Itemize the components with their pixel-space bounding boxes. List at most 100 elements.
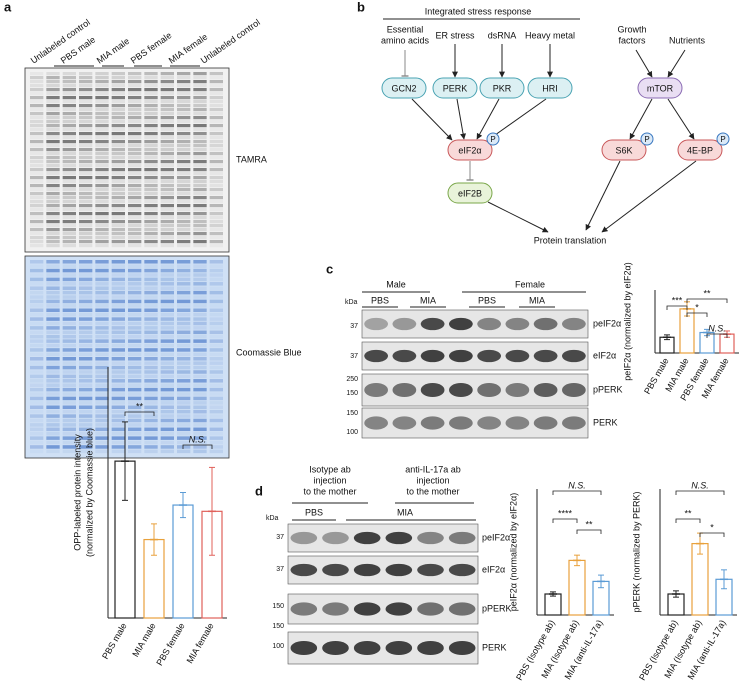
error-bar [121, 421, 129, 501]
gel-band [209, 286, 223, 290]
gel-band [62, 88, 76, 92]
gel-band [46, 260, 60, 264]
gel-band [177, 152, 191, 156]
gel-band [209, 76, 223, 80]
gel-band [46, 374, 60, 379]
gel-band [177, 431, 191, 436]
blot-band [417, 640, 444, 656]
gel-band [30, 160, 44, 164]
gel-band [128, 361, 142, 365]
blot-band [533, 317, 558, 331]
significance-label: ** [585, 519, 593, 529]
gel-band [95, 108, 109, 112]
gel-band [160, 392, 174, 396]
gel-band [62, 128, 76, 132]
condition-label: MIA [529, 295, 545, 305]
gel-band [95, 240, 109, 244]
gel-band [209, 184, 223, 188]
node [447, 139, 493, 161]
gel-band [177, 244, 191, 248]
gel-band [193, 124, 207, 128]
gel-band [177, 445, 191, 449]
gel-band [95, 334, 109, 339]
gel-band [128, 116, 142, 120]
gel-band [46, 427, 60, 432]
gel-band [209, 116, 223, 120]
gel-band [177, 188, 191, 192]
gel-band [79, 120, 93, 124]
gel-band [46, 383, 60, 387]
gel-band [30, 148, 44, 152]
gel-band [209, 290, 223, 295]
gel-band [46, 72, 60, 76]
gel-band [144, 76, 158, 80]
significance-label: * [695, 302, 699, 312]
blot-band [392, 416, 417, 430]
gel-band [160, 374, 174, 379]
gel-band [160, 240, 174, 244]
gel-band [128, 286, 142, 290]
gel-band [128, 100, 142, 104]
gel-band [144, 244, 158, 248]
gel-band [193, 304, 207, 308]
significance-label: N.S. [568, 480, 586, 490]
gel-band [95, 339, 109, 343]
blot-band [505, 416, 530, 430]
gel-band [111, 401, 125, 405]
gel-band [209, 268, 223, 273]
gel-band [111, 383, 125, 387]
gel-band [30, 184, 44, 188]
gel-band [128, 144, 142, 148]
gel-band [209, 392, 223, 396]
gel-band [95, 168, 109, 172]
gel-band [79, 224, 93, 228]
gel-band [79, 431, 93, 436]
gel-band [46, 200, 60, 204]
gel-band [62, 431, 76, 436]
gel-band [193, 312, 207, 317]
gel-band [160, 290, 174, 295]
gel-band [193, 445, 207, 449]
gel-band [79, 160, 93, 164]
gel-band [79, 244, 93, 248]
gel-band [62, 339, 76, 343]
gel-band [128, 383, 142, 387]
gel-band [177, 286, 191, 290]
blot-band [364, 416, 388, 430]
gel-band [79, 140, 93, 144]
gel-band [95, 374, 109, 379]
arrow [411, 98, 453, 141]
gel-band [177, 96, 191, 100]
gel-band [46, 357, 60, 361]
gel-band [79, 379, 93, 383]
gel-band [177, 116, 191, 120]
gel-band [30, 312, 44, 317]
gel-band [193, 104, 207, 108]
gel-band [62, 80, 76, 84]
gel-band [128, 84, 142, 88]
gel-band [128, 308, 142, 313]
gel-band [160, 365, 174, 370]
gel-band [79, 204, 93, 208]
gel-band [95, 357, 109, 361]
gel-band [46, 290, 60, 295]
gel-band [144, 304, 158, 308]
gel-band [209, 128, 223, 132]
gel-band [193, 72, 207, 76]
gel-band [209, 379, 223, 383]
gel-band [62, 357, 76, 361]
gel-band [177, 124, 191, 128]
gel-band [128, 164, 142, 168]
gel-band [111, 405, 125, 410]
gel-band [46, 184, 60, 188]
gel-band [30, 136, 44, 140]
gel-band [30, 96, 44, 100]
gel-band [160, 304, 174, 308]
gel-band [46, 414, 60, 418]
gel-band [209, 273, 223, 277]
gel-band [193, 188, 207, 192]
gel-band [62, 164, 76, 168]
significance-bracket [699, 532, 725, 537]
gel-band [30, 152, 44, 156]
gel-band [95, 124, 109, 128]
